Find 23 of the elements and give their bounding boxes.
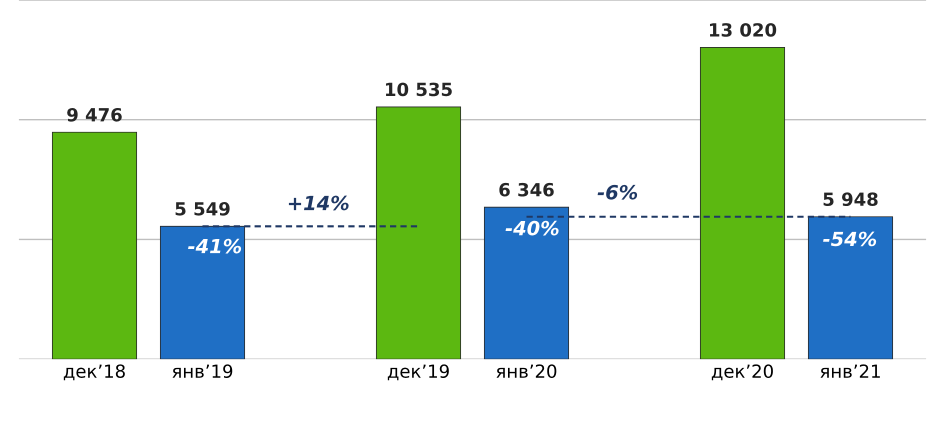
bar [484, 206, 570, 360]
data-label: 5 948 [824, 192, 878, 206]
x-tick-label: дек’20 [712, 364, 773, 380]
bar [376, 106, 462, 360]
x-tick-label: янв’20 [496, 364, 556, 378]
x-tick-label: дек’19 [388, 364, 449, 380]
annotation: -54% [823, 232, 876, 246]
annotation: -41% [188, 238, 242, 254]
bar [160, 226, 246, 360]
annotation: -40% [506, 220, 559, 236]
data-label: 9 476 [67, 108, 122, 122]
data-label: 13 020 [710, 23, 776, 37]
x-tick-label: янв’19 [172, 364, 232, 378]
bar [52, 132, 138, 360]
data-label: 5 549 [176, 202, 230, 216]
annotation: +14% [288, 196, 349, 210]
data-label: 10 535 [386, 82, 452, 96]
bar [808, 216, 894, 360]
annotation: -6% [598, 184, 638, 200]
x-tick-label: дек’18 [64, 364, 125, 380]
bar [700, 46, 786, 360]
data-label: 6 346 [499, 182, 554, 197]
x-tick-label: янв’21 [820, 364, 880, 378]
